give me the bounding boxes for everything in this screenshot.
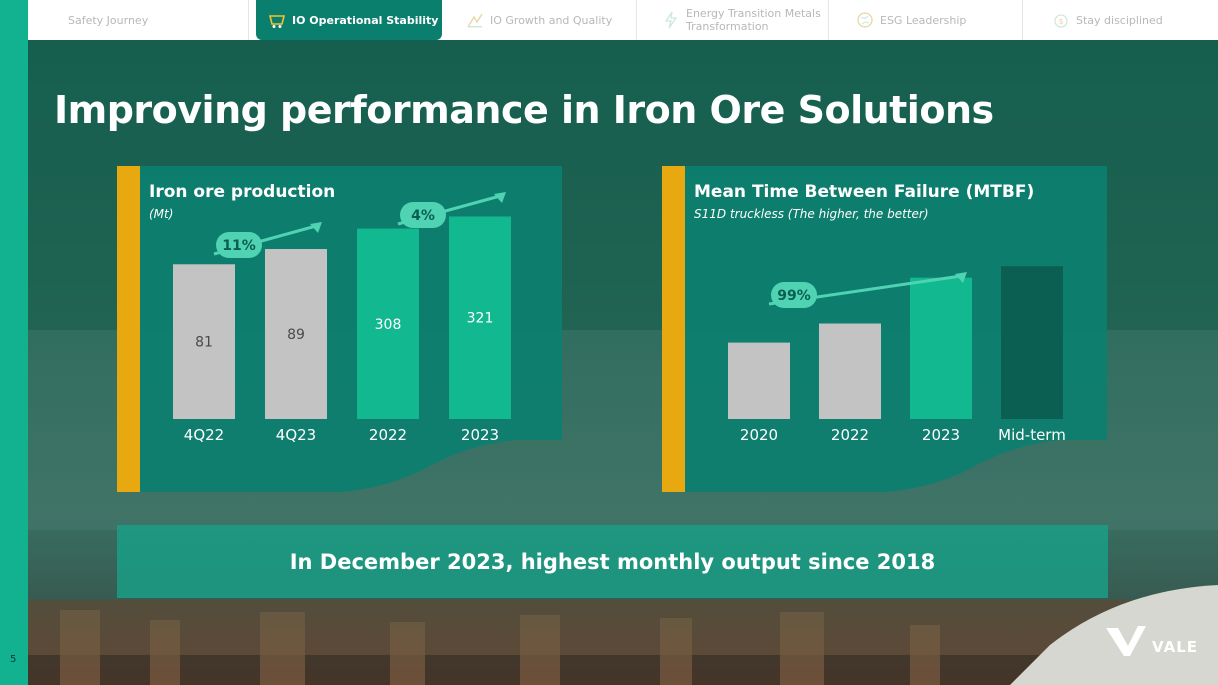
value-label-4Q23: 89 [287,327,305,343]
mtbf-chart: 2020 2022 2023 Mid-term 99% [728,266,1066,444]
bar-2020 [728,342,790,419]
tick-label-2022: 2022 [831,426,869,444]
globe-icon [857,12,873,28]
coin-icon: $ [1054,14,1068,28]
bar-2022 [357,228,419,419]
bar-2023 [910,277,972,419]
bar-2022 [819,323,881,419]
chart-subtitle: (Mt) [149,207,174,221]
page-number: 5 [10,654,17,665]
value-label-2023: 321 [467,311,494,327]
tab-label: Safety Journey [68,13,149,27]
nav-divider [828,0,829,40]
value-label-4Q22: 81 [195,335,213,351]
vale-logo: VALE [1152,638,1199,656]
chart-title: Iron ore production [149,182,336,202]
tab-safety-journey[interactable]: Safety Journey [58,0,238,40]
tick-label-2023: 2023 [461,426,499,444]
tab-label: Stay disciplined [1076,13,1163,27]
bar-4Q22 [173,264,235,419]
tab-label: IO Operational Stability [292,13,439,27]
growth-icon [467,13,483,28]
top-navigation: Safety Journey IO Operational Stability … [28,0,1218,42]
tab-stay-disciplined[interactable]: $ Stay disciplined [1042,0,1218,40]
value-label-2022: 308 [375,317,402,333]
nav-divider [1022,0,1023,40]
highlight-banner: In December 2023, highest monthly output… [117,525,1108,598]
banner-text: In December 2023, highest monthly output… [289,549,936,574]
tick-label-4Q23: 4Q23 [276,426,316,444]
mine-cart-icon [268,15,286,28]
left-accent-strip [0,0,28,685]
tab-esg-leadership[interactable]: ESG Leadership [846,0,1026,40]
bar-4Q23 [265,249,327,419]
growth-annotation: 99% [768,272,967,308]
chart-subtitle: S11D truckless (The higher, the better) [694,207,929,221]
tab-io-operational-stability[interactable]: IO Operational Stability [256,0,442,40]
svg-text:$: $ [1058,17,1063,26]
annotation-label: 4% [411,208,435,224]
tab-energy-transition-metals[interactable]: Energy Transition Metals Transformation [652,0,852,40]
iron-ore-production-chart: 4Q22 81 4Q23 89 2022 308 2023 321 11% 4% [173,192,511,444]
tab-label: IO Growth and Quality [490,13,613,27]
tick-label-2022: 2022 [369,426,407,444]
annotation-label: 11% [222,238,256,254]
accent-bar [662,166,685,492]
annotation-label: 99% [777,288,811,304]
growth-annotation: 11% [213,222,322,258]
growth-annotation: 4% [397,192,506,228]
bar-Mid-term [1001,266,1063,419]
bar-2023 [449,216,511,419]
tab-label-line2: Transformation [686,20,769,33]
vale-logo-icon [1106,626,1146,656]
tab-io-growth-and-quality[interactable]: IO Growth and Quality [456,0,646,40]
nav-divider [636,0,637,40]
tab-label: ESG Leadership [880,13,967,27]
tick-label-2023: 2023 [922,426,960,444]
nav-divider [248,0,249,40]
tab-label: Energy Transition Metals [686,7,821,20]
tick-label-Mid-term: Mid-term [998,426,1066,444]
nav-bar [28,0,1218,40]
accent-bar [117,166,140,492]
tick-label-4Q22: 4Q22 [184,426,224,444]
lightning-icon [664,11,678,29]
tick-label-2020: 2020 [740,426,778,444]
chart-title: Mean Time Between Failure (MTBF) [694,182,1035,202]
page-title: Improving performance in Iron Ore Soluti… [54,88,994,132]
